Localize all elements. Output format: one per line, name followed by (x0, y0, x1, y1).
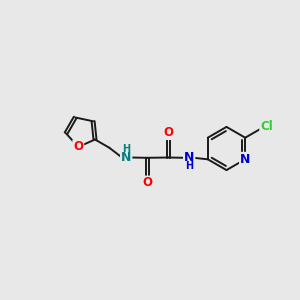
Text: H: H (185, 161, 193, 171)
Text: O: O (163, 126, 173, 139)
Text: N: N (184, 151, 194, 164)
Text: N: N (240, 153, 250, 166)
Text: O: O (73, 140, 83, 154)
Text: N: N (121, 151, 131, 164)
Text: H: H (122, 144, 130, 154)
Text: Cl: Cl (260, 120, 273, 133)
Text: O: O (142, 176, 152, 190)
